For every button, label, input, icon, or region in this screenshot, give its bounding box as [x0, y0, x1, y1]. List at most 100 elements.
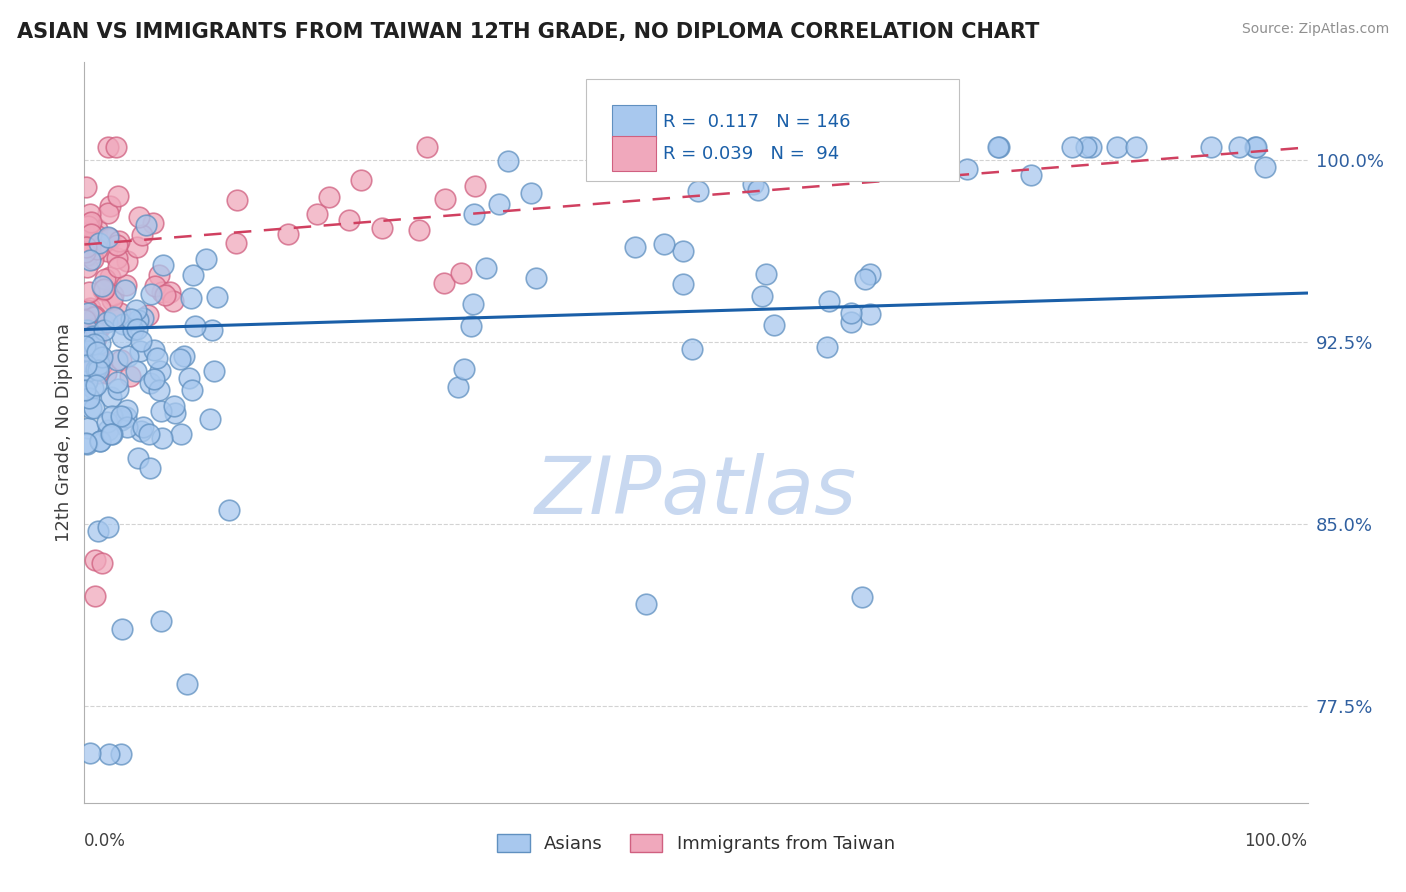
Point [129, 334, 152, 348]
Point [107, 260, 129, 275]
Point [110, 330, 132, 344]
Point [987, 140, 1010, 154]
Text: Source: ZipAtlas.com: Source: ZipAtlas.com [1241, 22, 1389, 37]
Point [898, 140, 921, 154]
Point [82, 328, 104, 343]
Point [127, 313, 149, 327]
Point [77, 306, 100, 320]
Point [434, 192, 457, 206]
Point [138, 376, 160, 390]
Point [1107, 140, 1129, 154]
Point [73, 224, 96, 238]
Point [110, 747, 132, 762]
Point [98, 270, 121, 285]
Point [91, 557, 114, 571]
Point [89, 301, 111, 315]
Point [1125, 140, 1147, 154]
Point [127, 322, 149, 336]
Point [83, 337, 105, 351]
Point [815, 339, 838, 353]
Point [105, 252, 128, 266]
Point [741, 177, 763, 191]
Point [80, 322, 103, 336]
Point [101, 409, 124, 424]
Y-axis label: 12th Grade, No Diploma: 12th Grade, No Diploma [55, 323, 73, 542]
Point [464, 179, 486, 194]
Point [79, 747, 101, 761]
Point [149, 615, 172, 629]
Point [105, 352, 128, 367]
Point [207, 290, 229, 304]
Point [277, 227, 299, 241]
Point [93, 323, 115, 337]
Point [194, 252, 217, 266]
FancyBboxPatch shape [612, 105, 655, 139]
Point [79, 252, 101, 267]
Point [131, 419, 153, 434]
Point [76, 303, 98, 318]
Text: R =  0.117   N = 146: R = 0.117 N = 146 [664, 113, 851, 131]
Point [110, 352, 132, 367]
Point [76, 219, 98, 233]
FancyBboxPatch shape [586, 78, 959, 181]
Point [218, 503, 240, 517]
Point [97, 230, 120, 244]
Point [98, 232, 121, 246]
Point [93, 282, 115, 296]
Point [1019, 168, 1042, 182]
Point [97, 423, 120, 437]
Point [107, 189, 129, 203]
Point [173, 349, 195, 363]
Point [1254, 160, 1277, 174]
Point [96, 315, 118, 329]
Point [138, 427, 160, 442]
Point [75, 244, 97, 259]
Point [149, 404, 172, 418]
Point [84, 328, 107, 343]
Point [75, 240, 97, 254]
Point [76, 260, 98, 275]
Point [97, 206, 120, 220]
Point [77, 285, 100, 299]
Point [86, 362, 108, 376]
Point [672, 244, 695, 258]
Point [82, 252, 104, 266]
Point [128, 210, 150, 224]
Point [148, 268, 170, 282]
Point [97, 140, 120, 154]
Point [107, 382, 129, 396]
Point [87, 524, 110, 538]
Point [87, 235, 110, 250]
Point [115, 420, 138, 434]
Text: ASIAN VS IMMIGRANTS FROM TAIWAN 12TH GRADE, NO DIPLOMA CORRELATION CHART: ASIAN VS IMMIGRANTS FROM TAIWAN 12TH GRA… [17, 22, 1039, 42]
Point [77, 236, 100, 251]
FancyBboxPatch shape [612, 136, 655, 170]
Point [79, 301, 101, 315]
Point [349, 172, 371, 186]
Point [86, 363, 108, 377]
Point [108, 306, 131, 320]
Point [859, 307, 882, 321]
Point [103, 288, 125, 302]
Point [337, 212, 360, 227]
Point [84, 553, 107, 567]
Point [636, 597, 658, 611]
Point [460, 319, 482, 334]
Point [148, 383, 170, 397]
Point [76, 364, 98, 378]
Point [839, 315, 862, 329]
Point [83, 401, 105, 416]
Point [93, 271, 115, 285]
Point [149, 364, 172, 378]
Point [73, 339, 96, 353]
Point [155, 287, 177, 301]
Point [83, 310, 105, 324]
Point [98, 747, 121, 762]
Point [143, 372, 166, 386]
Point [623, 239, 645, 253]
Point [77, 216, 100, 230]
Point [76, 323, 98, 337]
Point [87, 321, 110, 335]
Point [79, 401, 101, 416]
Point [97, 520, 120, 534]
